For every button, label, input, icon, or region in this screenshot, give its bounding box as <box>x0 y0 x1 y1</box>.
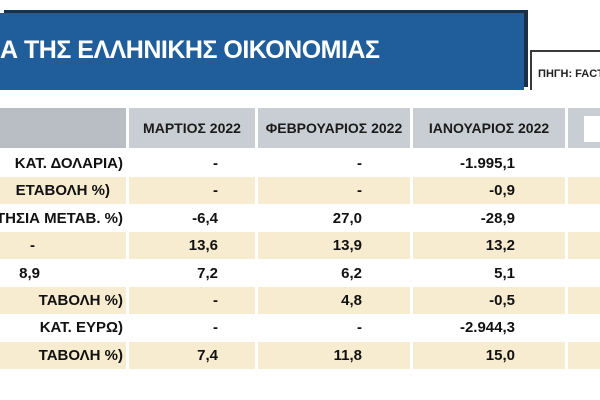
table-cell: 7,2 <box>129 259 255 287</box>
source-rule <box>530 50 600 52</box>
table-cell <box>568 287 600 314</box>
table-cell: 15,0 <box>413 341 565 369</box>
table-cell <box>568 259 600 287</box>
row-label: 8,9 <box>0 259 126 287</box>
row-label: ΕΤΗΣΙΑ ΜΕΤΑΒ. %) <box>0 204 126 232</box>
row-label: ΤΑΒΟΛΗ %) <box>0 287 126 314</box>
table-cell: -0,9 <box>413 177 565 205</box>
row-label: ΕΤΑΒΟΛΗ %) <box>0 177 126 205</box>
table-cell <box>568 341 600 369</box>
table-cell: -6,4 <box>129 204 255 232</box>
table-cell: 13,2 <box>413 232 565 260</box>
table-cell: 13,9 <box>258 232 410 260</box>
table-cell: - <box>129 150 255 177</box>
table-cell: - <box>258 177 410 205</box>
table-cell: 11,8 <box>258 341 410 369</box>
source-rule <box>530 50 532 90</box>
table-cell: 27,0 <box>258 204 410 232</box>
table-cell <box>568 177 600 205</box>
row-label: - <box>0 232 126 260</box>
table-cell: -28,9 <box>413 204 565 232</box>
header-inner <box>584 116 600 142</box>
table-cell <box>568 232 600 260</box>
table-cell: -1.995,1 <box>413 150 565 177</box>
table-cell: 13,6 <box>129 232 255 260</box>
table-cell: - <box>129 177 255 205</box>
table-cell: 7,4 <box>129 341 255 369</box>
table-cell <box>568 150 600 177</box>
page-title: Α ΤΗΣ ΕΛΛΗΝΙΚΗΣ ΟΙΚΟΝΟΜΙΑΣ <box>0 36 380 64</box>
table-cell: 6,2 <box>258 259 410 287</box>
column-header: ΦΕΒΡΟΥΑΡΙΟΣ 2022 <box>258 108 410 148</box>
title-banner <box>0 13 524 90</box>
table-cell: 4,8 <box>258 287 410 314</box>
table-cell: -2.944,3 <box>413 314 565 342</box>
table-cell: -0,5 <box>413 287 565 314</box>
table-cell <box>568 204 600 232</box>
table-cell: 5,1 <box>413 259 565 287</box>
header-cell <box>0 108 126 148</box>
source-note: ΠΗΓΗ: FACTSE <box>538 68 600 80</box>
column-header: ΙΑΝΟΥΑΡΙΟΣ 2022 <box>413 108 565 148</box>
column-header: ΜΑΡΤΙΟΣ 2022 <box>129 108 255 148</box>
table-cell <box>568 314 600 342</box>
row-label: ΚΑΤ. ΕΥΡΩ) <box>0 314 126 342</box>
row-label: ΚΑΤ. ΔΟΛΑΡΙΑ) <box>0 150 126 177</box>
table-cell: - <box>129 287 255 314</box>
row-label: ΤΑΒΟΛΗ %) <box>0 341 126 369</box>
table-cell: - <box>258 150 410 177</box>
table-cell: - <box>129 314 255 342</box>
table-cell: - <box>258 314 410 342</box>
